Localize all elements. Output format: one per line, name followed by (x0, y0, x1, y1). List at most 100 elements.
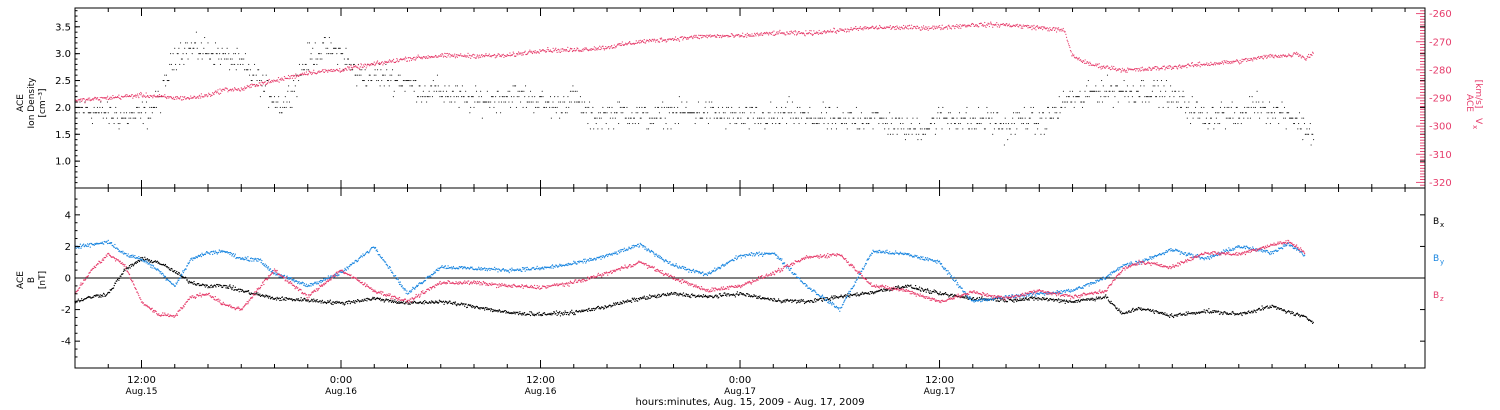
velocity-vx-point (561, 50, 563, 52)
ion-density-point (1067, 101, 1069, 103)
velocity-vx-point (293, 75, 296, 77)
ion-density-point (810, 117, 813, 119)
ion-density-point (204, 37, 206, 39)
velocity-vx-point (549, 50, 551, 52)
bx-point (134, 261, 137, 263)
ion-density-point (917, 139, 919, 141)
velocity-vx-point (1087, 61, 1089, 63)
velocity-vx-point (727, 36, 729, 38)
velocity-vx-point (1209, 64, 1211, 66)
velocity-vx-point (1138, 67, 1140, 70)
ion-density-point (167, 79, 169, 82)
velocity-vx-point (832, 30, 834, 32)
ion-density-point (509, 90, 511, 92)
velocity-vx-point (1076, 57, 1078, 59)
velocity-vx-point (1021, 25, 1023, 27)
velocity-vx-point (389, 60, 391, 62)
bx-point (756, 296, 758, 298)
ion-density-point (653, 122, 655, 125)
ion-density-point (1239, 117, 1241, 119)
velocity-vx-point (563, 50, 565, 52)
velocity-vx-point (1103, 66, 1106, 69)
ion-density-point (700, 117, 702, 119)
ion-density-point (453, 96, 455, 98)
ion-density-point (1010, 133, 1012, 135)
velocity-vx-point (331, 68, 333, 71)
ion-density-point (452, 90, 454, 92)
ion-density-point (768, 117, 770, 119)
velocity-vx-point (772, 31, 774, 33)
ion-density-point (643, 112, 645, 114)
velocity-vx-point (808, 32, 810, 34)
ion-density-point (625, 117, 627, 119)
velocity-vx-point (638, 40, 640, 42)
velocity-vx-point (277, 77, 280, 79)
ion-density-point (1236, 106, 1238, 108)
velocity-vx-point (1055, 31, 1058, 33)
ion-density-point (322, 42, 324, 44)
ion-density-point (146, 128, 148, 130)
ion-density-point (879, 117, 882, 119)
bx-point (528, 313, 530, 316)
ion-density-point (900, 128, 902, 130)
ion-density-point (722, 106, 724, 108)
bx-point (1067, 301, 1070, 303)
ion-density-point (1116, 85, 1118, 87)
ion-density-point (210, 53, 212, 55)
ion-density-point (860, 117, 862, 119)
velocity-vx-point (176, 98, 178, 100)
bx-point (772, 300, 774, 302)
ion-density-point (1173, 96, 1175, 98)
ion-density-point (1145, 96, 1148, 98)
ion-density-point (495, 96, 497, 98)
bx-point (373, 296, 375, 299)
ion-density-point (802, 112, 804, 114)
bx-point (478, 307, 480, 309)
bx-point (657, 293, 659, 296)
velocity-vx-point (578, 50, 580, 53)
ion-density-point (759, 117, 761, 119)
ion-density-point (1191, 96, 1193, 98)
bx-point (331, 301, 334, 303)
bx-point (607, 306, 609, 308)
ion-density-point (924, 128, 926, 130)
ion-density-point (766, 122, 768, 125)
velocity-vx-point (1203, 63, 1205, 65)
ion-density-point (940, 112, 942, 114)
bx-point (784, 301, 786, 303)
ion-density-point (889, 133, 892, 135)
ion-density-point (445, 96, 447, 98)
velocity-vx-point (452, 54, 454, 56)
ion-density-point (258, 69, 260, 71)
ion-density-point (338, 47, 340, 49)
ion-density-point (991, 117, 993, 119)
velocity-vx-point (207, 95, 209, 97)
ion-density-point (163, 79, 165, 82)
ion-density-point (217, 47, 219, 49)
velocity-vx-point (327, 69, 329, 71)
ion-density-point (687, 112, 690, 114)
bx-point (928, 292, 931, 295)
ion-density-point (725, 128, 727, 130)
ion-density-point (1196, 101, 1198, 103)
bx-point (831, 295, 833, 297)
ion-density-point (381, 79, 383, 82)
ion-density-point (125, 117, 127, 119)
ion-density-point (810, 117, 812, 119)
velocity-vx-point (738, 36, 740, 38)
velocity-vx-point (395, 60, 397, 63)
ion-density-point (1170, 101, 1173, 103)
ion-density-point (464, 101, 466, 103)
ion-density-point (544, 106, 546, 108)
ion-density-point (376, 79, 378, 82)
velocity-vx-point (1077, 59, 1079, 61)
ion-density-point (855, 106, 857, 108)
bx-point (299, 299, 302, 301)
bx-point (706, 295, 708, 298)
bx-point (78, 299, 80, 302)
velocity-vx-point (196, 97, 198, 99)
ion-density-point (1179, 96, 1181, 98)
velocity-vx-point (324, 68, 326, 71)
ion-density-point (695, 117, 697, 119)
ion-density-point (435, 85, 437, 87)
